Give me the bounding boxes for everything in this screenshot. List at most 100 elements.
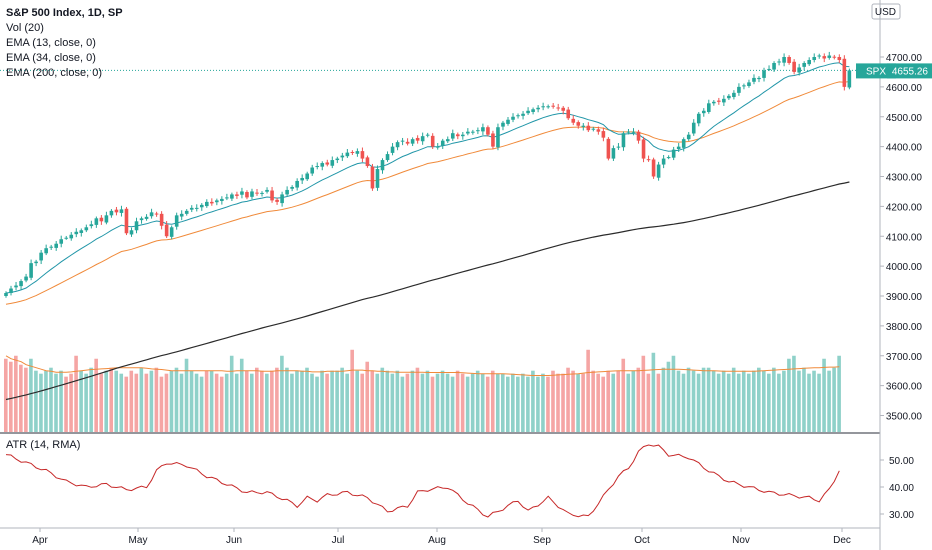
ema34-line	[5, 81, 850, 305]
volume-bar	[807, 373, 811, 432]
volume-bar	[455, 370, 460, 432]
volume-bar	[214, 373, 219, 432]
volume-bar	[109, 367, 114, 432]
volume-bar	[656, 373, 661, 432]
candle-body	[310, 167, 315, 174]
volume-bar	[576, 373, 580, 432]
volume-bar	[129, 370, 134, 432]
volume-bars	[4, 349, 841, 432]
volume-bar	[340, 367, 344, 432]
price-tick-label: 3600.00	[886, 382, 923, 393]
volume-bar	[812, 370, 816, 432]
legend-ema13: EMA (13, close, 0)	[6, 37, 96, 49]
chart-legend: S&P 500 Index, 1D, SP Vol (20) EMA (13, …	[6, 6, 123, 81]
volume-bar	[686, 367, 691, 432]
candle-body	[782, 57, 786, 63]
volume-bar	[696, 373, 701, 432]
candle-body	[385, 154, 390, 161]
volume-bar	[485, 376, 490, 432]
volume-bar	[762, 370, 766, 432]
candle-body	[656, 164, 661, 178]
volume-bar	[681, 373, 686, 432]
volume-bar	[711, 370, 716, 432]
volume-bar	[295, 370, 299, 432]
volume-bar	[551, 370, 555, 432]
candle-body	[194, 207, 199, 209]
price-tag-value: 4655.26	[892, 66, 929, 77]
x-tick-label: Jul	[332, 535, 345, 546]
candle-body	[210, 201, 214, 204]
volume-bar	[395, 370, 400, 432]
candle-body	[114, 209, 119, 213]
price-tag-box	[856, 63, 896, 79]
volume-bar	[4, 358, 8, 432]
candle-body	[49, 246, 53, 248]
candle-body	[84, 227, 89, 231]
candle-body	[69, 234, 74, 239]
volume-bar	[561, 373, 565, 432]
volume-bar	[84, 373, 88, 432]
candle-body	[405, 141, 410, 144]
volume-bar	[495, 373, 500, 432]
volume-bar	[39, 373, 43, 432]
candle-body	[169, 227, 174, 237]
volume-bar	[44, 370, 48, 432]
volume-bar	[355, 370, 359, 432]
x-tick-label: Oct	[634, 535, 650, 546]
candle-body	[290, 186, 294, 189]
candle-body	[601, 131, 606, 138]
candle-body	[425, 134, 430, 136]
atr-tick-label: 50.00	[889, 456, 914, 467]
volume-bar	[330, 370, 334, 432]
price-tick-label: 4600.00	[886, 83, 923, 94]
volume-bar	[430, 376, 435, 432]
candle-body	[757, 77, 761, 80]
volume-bar	[255, 367, 259, 432]
candle-body	[491, 133, 495, 147]
candle-body	[541, 106, 545, 108]
candle-body	[501, 122, 505, 127]
candle-body	[340, 155, 345, 158]
volume-bar	[611, 373, 616, 432]
candle-body	[847, 70, 852, 88]
candle-body	[506, 119, 510, 124]
volume-bar	[114, 370, 119, 432]
candle-body	[119, 209, 124, 213]
candle-body	[651, 159, 656, 177]
x-tick-label: Jun	[226, 535, 242, 546]
volume-bar	[189, 370, 194, 432]
volume-bar	[641, 355, 646, 432]
candle-body	[742, 85, 746, 87]
candle-body	[345, 152, 350, 157]
volume-bar	[149, 370, 154, 432]
volume-bar	[59, 370, 63, 432]
volume-bar	[837, 355, 841, 432]
candle-body	[9, 288, 13, 294]
atr-pane: 30.00 40.00 50.00	[5, 444, 914, 521]
candle-body	[109, 210, 114, 216]
volume-bar	[526, 376, 530, 432]
price-tag-symbol: SPX	[866, 66, 886, 77]
volume-bar	[325, 373, 329, 432]
candle-body	[29, 263, 33, 278]
candle-body	[99, 217, 104, 222]
volume-bar	[646, 373, 651, 432]
volume-bar	[370, 370, 375, 432]
volume-bar	[24, 367, 28, 432]
volume-bar	[651, 352, 656, 432]
volume-bar	[199, 376, 204, 432]
candle-body	[295, 180, 299, 188]
volume-bar	[591, 370, 595, 432]
candle-body	[671, 149, 676, 158]
volume-bar	[244, 370, 249, 432]
candle-body	[717, 100, 721, 102]
candle-body	[184, 210, 189, 214]
volume-bar	[224, 373, 229, 432]
candle-body	[481, 127, 485, 132]
volume-bar	[390, 373, 395, 432]
candle-body	[355, 151, 360, 154]
candle-body	[129, 230, 134, 235]
volume-bar	[234, 373, 239, 432]
